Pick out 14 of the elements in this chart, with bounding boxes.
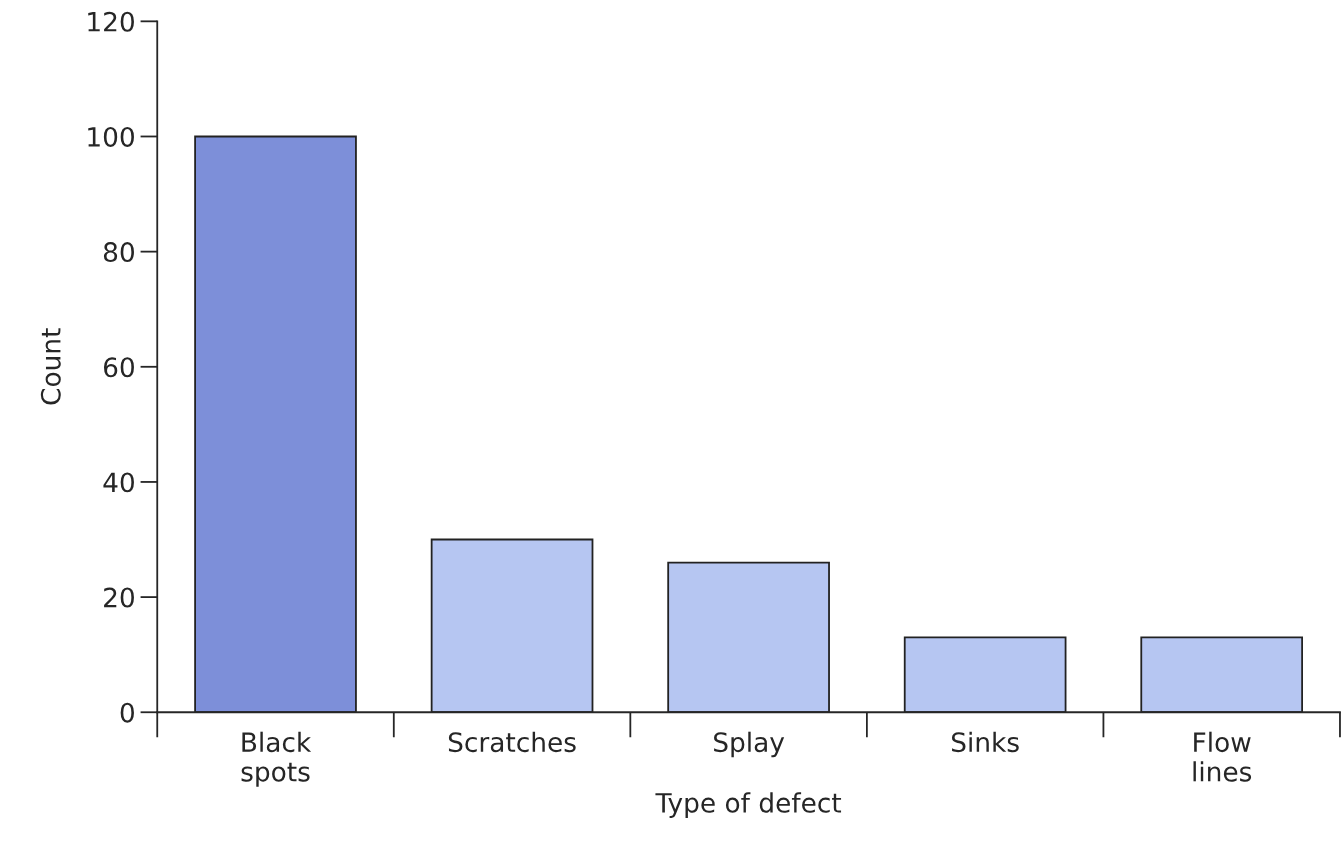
x-tick-label: Scratches [448, 731, 576, 753]
x-tick-label: Sinks [951, 731, 1019, 753]
x-tick-label: Black spots [241, 731, 312, 787]
y-tick-label: 20 [104, 587, 134, 608]
y-tick-label: 80 [103, 242, 134, 263]
y-axis-title: Count [40, 328, 61, 405]
y-tick-label: 40 [103, 472, 134, 493]
y-tick-label: 0 [120, 702, 134, 723]
y-tick-label: 100 [88, 126, 134, 147]
y-tick-label: 60 [103, 357, 134, 378]
x-tick-label: Flow lines [1193, 731, 1252, 782]
x-tick-label: Splay [714, 731, 785, 758]
y-tick-label: 120 [88, 11, 134, 32]
x-axis-title: Type of defect [655, 792, 842, 818]
